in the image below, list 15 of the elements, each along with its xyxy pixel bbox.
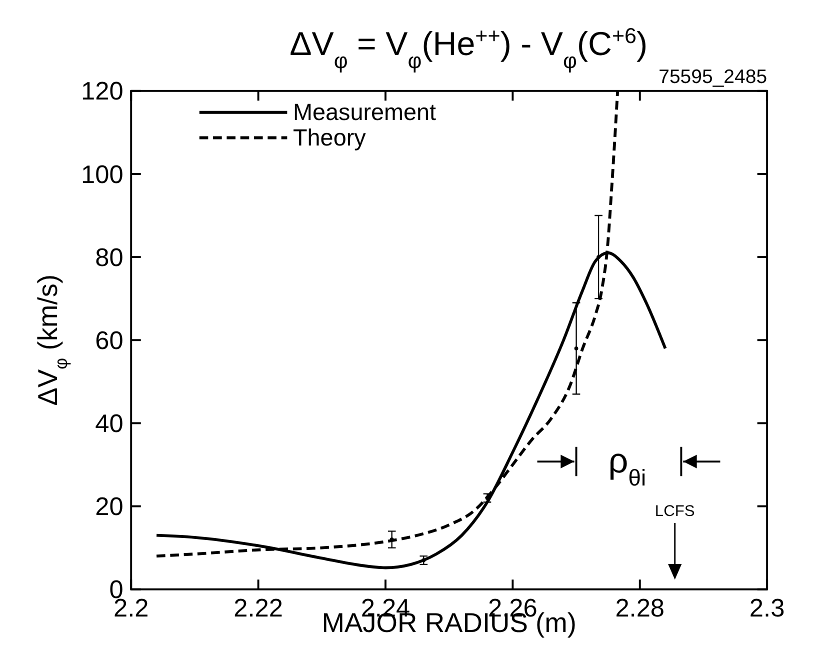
y-tick-label: 100 — [81, 160, 124, 189]
x-tick-label: 2.28 — [615, 594, 665, 623]
y-tick-label: 80 — [95, 244, 124, 272]
y-tick-label: 40 — [95, 410, 124, 438]
y-tick-label: 120 — [81, 78, 124, 106]
text: 75595_2485 — [658, 66, 768, 88]
legend-label: Theory — [293, 124, 366, 151]
annotation: ρ$_{θi}$ — [608, 441, 646, 490]
legend-label: Measurement — [293, 99, 437, 126]
chart-title: ΔV$_{φ}$ = V$_{φ}$(He$^{++}$) - V$_{φ}$(C$^{+6}$) — [290, 22, 648, 72]
y-tick-label: 60 — [95, 326, 124, 355]
annotation: LCFS — [654, 503, 695, 520]
x-tick-label: 2.22 — [234, 594, 283, 623]
x-tick-label: 2.3 — [749, 594, 785, 623]
y-tick-label: 20 — [95, 493, 124, 522]
